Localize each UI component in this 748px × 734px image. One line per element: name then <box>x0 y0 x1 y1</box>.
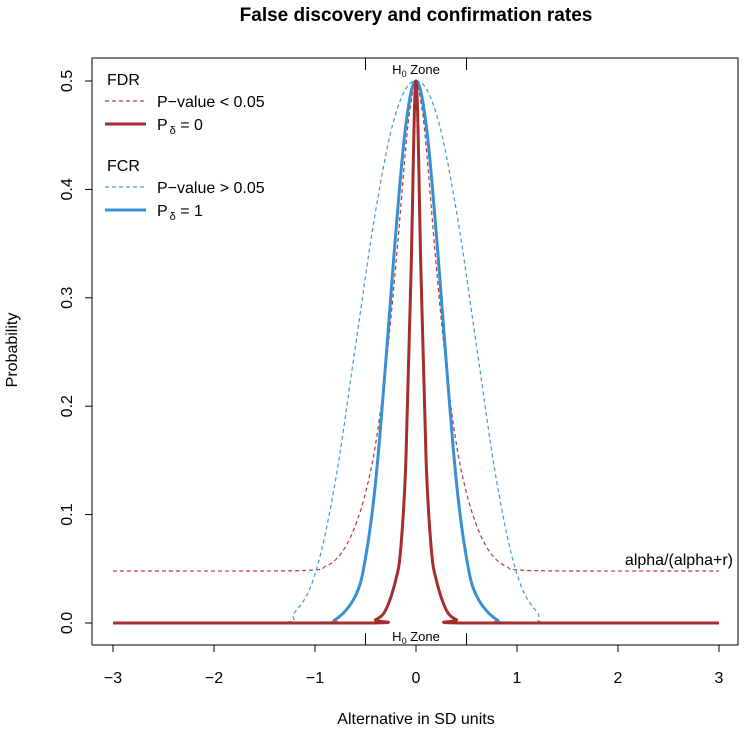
series-line-fcr-pvalue <box>112 80 719 624</box>
y-tick-label: 0.1 <box>59 503 76 525</box>
x-tick-label: 2 <box>614 670 623 687</box>
x-tick-label: 3 <box>715 670 724 687</box>
x-axis-label: Alternative in SD units <box>337 711 494 728</box>
series-line-fdr-pdelta <box>112 79 719 625</box>
x-tick-label: −1 <box>306 670 324 687</box>
h0-zone-label-bottom: H0 Zone <box>392 629 440 646</box>
alpha-annotation: alpha/(alpha+r) <box>625 552 733 569</box>
x-axis: −3 −2 −1 0 1 2 3 <box>104 644 724 687</box>
y-tick-label: 0.2 <box>59 395 76 417</box>
y-axis-label: Probability <box>4 313 21 388</box>
y-axis: 0.0 0.1 0.2 0.3 0.4 0.5 <box>59 70 93 634</box>
y-tick-label: 0.5 <box>59 70 76 92</box>
h0-zone-label-top: H0 Zone <box>392 62 440 79</box>
h0-zone-markers: H0 Zone H0 Zone <box>365 58 467 646</box>
y-tick-label: 0.0 <box>59 612 76 634</box>
series-line-fdr-pvalue <box>112 80 720 572</box>
legend-heading: FCR <box>107 158 140 175</box>
legend: FDR P−value < 0.05 P δ = 0 FCR P−value > 0.05… <box>105 72 265 223</box>
series-group <box>112 79 720 625</box>
legend-entry-label: P−value < 0.05 <box>157 94 265 111</box>
x-tick-label: 1 <box>513 670 522 687</box>
legend-heading: FDR <box>107 72 140 89</box>
y-tick-label: 0.4 <box>59 178 76 200</box>
y-tick-label: 0.3 <box>59 287 76 309</box>
x-tick-label: −3 <box>104 670 122 687</box>
x-tick-label: −2 <box>205 670 223 687</box>
legend-entry-label: P−value > 0.05 <box>157 180 265 197</box>
x-tick-label: 0 <box>412 670 421 687</box>
series-line-fcr-pdelta <box>112 79 719 625</box>
chart-title: False discovery and confirmation rates <box>240 5 593 26</box>
